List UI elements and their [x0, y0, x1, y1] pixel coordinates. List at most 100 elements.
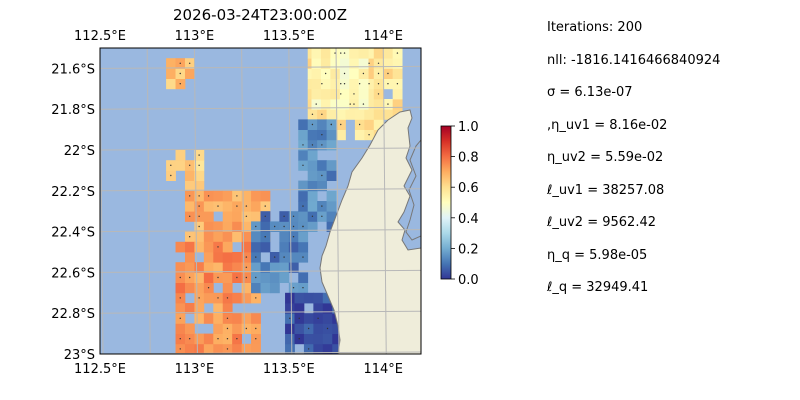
- heatmap-cell: [298, 180, 309, 192]
- vector-dot: [315, 103, 317, 105]
- heatmap-cell: [194, 231, 205, 243]
- vector-dot: [264, 236, 266, 238]
- vector-dot: [198, 195, 200, 197]
- heatmap-cell: [364, 48, 375, 59]
- x-ticks-bottom: 112.5°E 113°E 113.5°E 114°E: [74, 362, 403, 377]
- heatmap-cell: [203, 292, 214, 304]
- gridline-lon: [241, 48, 246, 354]
- heatmap-cell: [311, 78, 322, 90]
- heatmap-cell: [303, 333, 314, 345]
- heatmap-cell: [354, 129, 365, 141]
- heatmap-cell: [326, 109, 337, 120]
- heatmap-cell: [326, 170, 337, 181]
- vector-dot: [340, 93, 342, 95]
- vector-dot: [207, 195, 210, 197]
- heatmap-cell: [373, 119, 384, 130]
- colorbar-tick-label: 1.0: [458, 120, 479, 135]
- heatmap-cell: [383, 109, 394, 120]
- x-tick-label-top: 113.5°E: [263, 29, 315, 44]
- heatmap-cell: [184, 343, 195, 354]
- vector-dot: [387, 72, 389, 75]
- vector-dot: [198, 164, 200, 166]
- heatmap-cell: [175, 262, 186, 273]
- vector-dot: [362, 72, 365, 75]
- x-tick-label-bottom: 112.5°E: [74, 362, 126, 377]
- heatmap-cell: [294, 292, 305, 304]
- heatmap-cell: [194, 180, 205, 192]
- colorbar-ticks: 0.0 0.2 0.4 0.6 0.8 1.0: [451, 120, 479, 288]
- vector-dot: [321, 83, 323, 85]
- heatmap-cell: [203, 343, 214, 354]
- vector-dot: [340, 83, 342, 85]
- heatmap-cell: [241, 231, 252, 243]
- heatmap-cell: [213, 313, 224, 324]
- heatmap-cell: [364, 99, 375, 110]
- heatmap-cell: [222, 241, 233, 253]
- vector-dot: [236, 195, 238, 197]
- vector-dot: [198, 215, 200, 217]
- gridline-lat: [100, 65, 421, 69]
- vector-dot: [217, 276, 219, 279]
- heatmap-cell: [326, 139, 337, 151]
- heatmap-cell: [241, 241, 252, 253]
- vector-dot: [179, 348, 181, 350]
- heatmap-cell: [285, 292, 295, 304]
- heatmap-cell: [213, 303, 224, 314]
- heatmap-cell: [303, 292, 314, 304]
- vector-dot: [311, 123, 314, 126]
- parameter-line: η_q = 5.98e-05: [547, 247, 648, 263]
- heatmap-cell: [241, 343, 252, 354]
- vector-dot: [198, 297, 200, 299]
- vector-dot: [292, 236, 295, 238]
- heatmap-cell: [184, 170, 195, 181]
- vector-dot: [321, 174, 323, 177]
- heatmap-cell: [241, 190, 252, 202]
- heatmap-cell: [313, 303, 324, 314]
- vector-dot: [255, 327, 257, 330]
- heatmap-cell: [332, 333, 343, 345]
- heatmap-cell: [175, 160, 186, 171]
- heatmap-cell: [298, 150, 309, 161]
- heatmap-cell: [194, 272, 205, 283]
- x-tick-label-top: 113°E: [175, 29, 215, 44]
- heatmap-cell: [279, 241, 290, 253]
- colorbar-tick-label: 0.4: [458, 212, 479, 227]
- vector-dot: [321, 215, 323, 217]
- heatmap-cell: [213, 323, 224, 334]
- heatmap-cell: [194, 343, 205, 354]
- heatmap-cell: [313, 323, 324, 334]
- heatmap-cell: [307, 170, 318, 181]
- vector-dot: [302, 256, 304, 258]
- heatmap-cell: [326, 211, 337, 222]
- heatmap-cell: [392, 68, 403, 79]
- heatmap-cell: [232, 323, 243, 334]
- vector-dot: [340, 52, 342, 54]
- vector-dot: [321, 113, 323, 116]
- vector-dot: [311, 215, 314, 217]
- heatmap-cell: [175, 282, 186, 294]
- vector-dot: [298, 338, 300, 340]
- vector-dots: [170, 52, 399, 350]
- vector-dot: [396, 83, 399, 85]
- heatmap-cell: [222, 201, 233, 212]
- heatmap-cell: [241, 282, 252, 294]
- heatmap-cell: [251, 190, 261, 202]
- heatmap-cell: [320, 58, 331, 69]
- heatmap-cell: [175, 150, 186, 161]
- heatmap-cell: [373, 99, 384, 110]
- heatmap-cell: [307, 129, 318, 141]
- heatmap-cell: [175, 303, 186, 314]
- vector-dot: [217, 205, 219, 207]
- vector-dot: [343, 83, 346, 85]
- land-mass: [319, 48, 421, 354]
- heatmap-cell: [349, 48, 360, 59]
- heatmap-cell: [251, 231, 261, 243]
- vector-dot: [226, 338, 229, 340]
- heatmap-cell: [364, 68, 375, 79]
- parameter-line: ℓ_uv1 = 38257.08: [547, 182, 665, 198]
- colorbar-tick-label: 0.2: [458, 242, 479, 257]
- gridline-lon: [335, 48, 340, 354]
- vector-dot: [307, 348, 310, 350]
- heatmap-cell: [392, 58, 403, 69]
- heatmap-cell: [251, 211, 261, 222]
